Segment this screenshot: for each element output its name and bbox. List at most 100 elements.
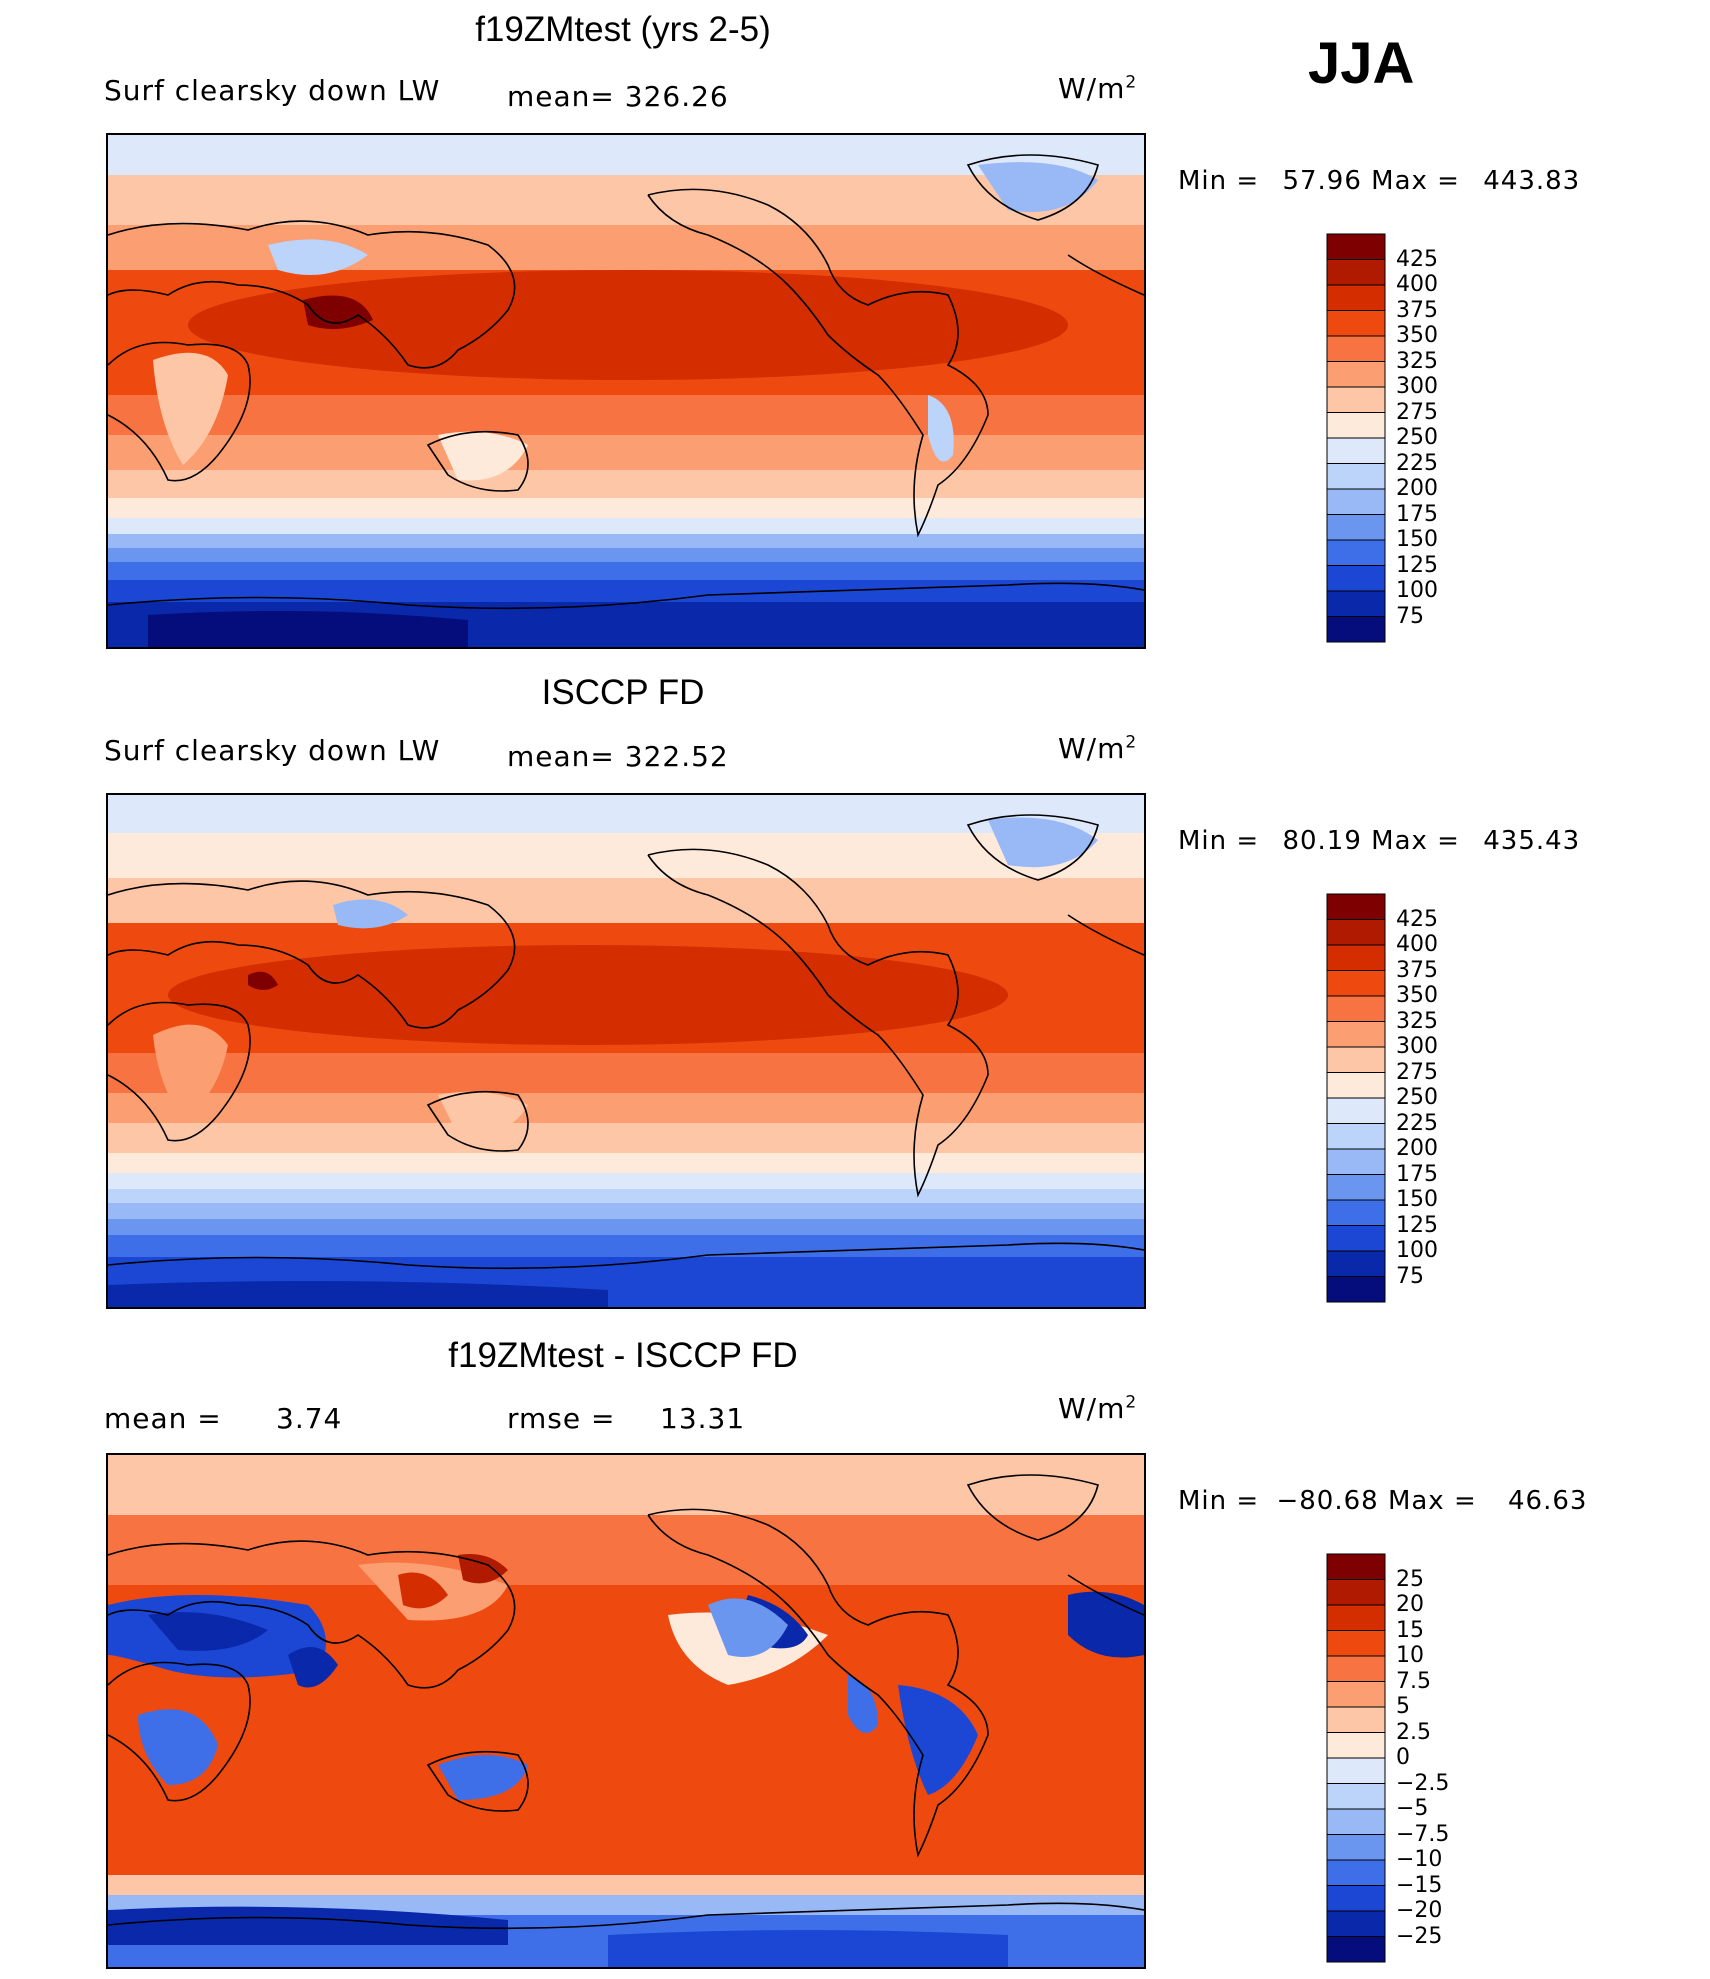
colorbar-tick-label: 200 [1396,1136,1438,1161]
colorbar-tick-label: 75 [1396,603,1424,629]
colorbar-tick-label: 425 [1396,246,1438,272]
colorbar-tick-label: 400 [1396,272,1438,297]
colorbar-tick-label: 350 [1396,983,1438,1008]
colorbar-tick-label: 275 [1396,399,1438,425]
colorbar-tick-label: −25 [1396,1923,1443,1949]
colorbar-segment [1326,284,1386,311]
colorbar-segment [1326,259,1386,286]
colorbar-segment [1326,335,1386,362]
colorbar-segment [1326,1783,1386,1810]
colorbar-tick-label: 7.5 [1396,1668,1431,1694]
colorbar-segment [1326,995,1386,1022]
panel3-rmse-value: 13.31 [660,1402,746,1435]
colorbar-segment [1326,1859,1386,1886]
colorbar-tick-label: 125 [1396,1212,1438,1238]
colorbar-segment [1326,1579,1386,1606]
colorbar-segment [1326,1250,1386,1277]
panel3-mean-value: 3.74 [276,1402,343,1435]
colorbar-tick-label: 100 [1396,1238,1438,1263]
colorbar-segment [1326,919,1386,946]
panel2-map [106,793,1146,1309]
colorbar-tick-label: 300 [1396,374,1438,399]
panel1-unit: W/m2 [1058,72,1138,105]
colorbar-tick-label: 275 [1396,1059,1438,1085]
colorbar-segment [1326,1553,1386,1580]
colorbar-tick-label: −2.5 [1396,1770,1450,1796]
colorbar-tick-label: 175 [1396,501,1438,527]
colorbar-segment [1326,386,1386,413]
colorbar-tick-label: −15 [1396,1872,1443,1898]
season-label: JJA [1308,31,1415,96]
colorbar-segment [1326,1072,1386,1099]
colorbar-tick-label: 25 [1396,1566,1424,1592]
colorbar-segment [1326,514,1386,541]
panel3-mean-label: mean = [104,1402,222,1435]
colorbar-segment [1326,1604,1386,1631]
colorbar-segment [1326,565,1386,592]
colorbar-segment [1326,1681,1386,1708]
colorbar-tick-label: 325 [1396,1008,1438,1034]
colorbar-tick-label: 0 [1396,1745,1410,1770]
colorbar-segment [1326,1097,1386,1124]
colorbar-segment [1326,310,1386,337]
colorbar-tick-label: 125 [1396,552,1438,578]
panel2-colorbar [1326,893,1386,1303]
colorbar-segment [1326,437,1386,464]
colorbar-segment [1326,488,1386,515]
colorbar-tick-label: 300 [1396,1034,1438,1059]
colorbar-segment [1326,1885,1386,1912]
colorbar-segment [1326,1808,1386,1835]
panel2-title: ISCCP FD [541,673,705,712]
panel1-min-max: Min = 57.96 Max = 443.83 [1178,166,1581,196]
colorbar-segment [1326,1910,1386,1937]
colorbar-tick-label: 350 [1396,323,1438,348]
colorbar-tick-label: 175 [1396,1161,1438,1187]
colorbar-segment [1326,1834,1386,1861]
colorbar-segment [1326,1046,1386,1073]
colorbar-segment [1326,893,1386,920]
colorbar-segment [1326,233,1386,260]
colorbar-tick-label: 10 [1396,1643,1424,1668]
colorbar-segment [1326,590,1386,617]
colorbar-tick-label: 400 [1396,932,1438,957]
colorbar-segment [1326,412,1386,439]
panel3-colorbar [1326,1553,1386,1963]
colorbar-tick-label: 5 [1396,1694,1410,1719]
panel1-map [106,133,1146,649]
panel2-min-max: Min = 80.19 Max = 435.43 [1178,826,1581,856]
colorbar-segment [1326,1655,1386,1682]
panel1-variable-label: Surf clearsky down LW [104,74,441,107]
colorbar-tick-label: 225 [1396,450,1438,476]
panel1-colorbar [1326,233,1386,643]
panel2-variable-label: Surf clearsky down LW [104,734,441,767]
colorbar-segment [1326,616,1386,643]
colorbar-segment [1326,1199,1386,1226]
colorbar-segment [1326,463,1386,490]
colorbar-segment [1326,1757,1386,1784]
colorbar-tick-label: 375 [1396,297,1438,323]
colorbar-segment [1326,970,1386,997]
colorbar-tick-label: 2.5 [1396,1719,1431,1745]
panel3-rmse-label: rmse = [507,1402,616,1435]
colorbar-segment [1326,1225,1386,1252]
colorbar-tick-label: 20 [1396,1592,1424,1617]
colorbar-segment [1326,1706,1386,1733]
colorbar-segment [1326,1174,1386,1201]
panel3-map [106,1453,1146,1969]
panel2-unit: W/m2 [1058,732,1138,765]
colorbar-segment [1326,1148,1386,1175]
colorbar-tick-label: 425 [1396,906,1438,932]
colorbar-segment [1326,1021,1386,1048]
colorbar-tick-label: 150 [1396,527,1438,552]
colorbar-segment [1326,1276,1386,1303]
colorbar-segment [1326,944,1386,971]
colorbar-tick-label: −5 [1396,1796,1429,1821]
colorbar-tick-label: 250 [1396,1085,1438,1110]
colorbar-tick-label: 15 [1396,1617,1424,1643]
colorbar-tick-label: −20 [1396,1898,1443,1923]
colorbar-tick-label: −10 [1396,1847,1443,1872]
panel3-min-max: Min = −80.68 Max = 46.63 [1178,1486,1588,1516]
colorbar-segment [1326,539,1386,566]
panel2-mean-label: mean= 322.52 [507,740,729,773]
colorbar-tick-label: 150 [1396,1187,1438,1212]
